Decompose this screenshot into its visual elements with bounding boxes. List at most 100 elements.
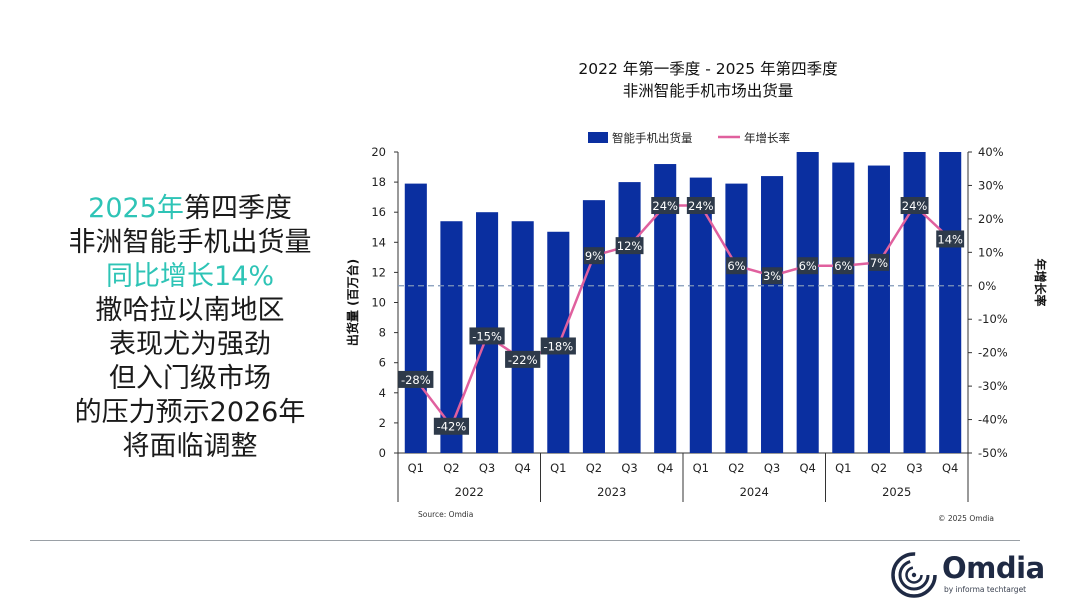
year-label: 2023	[597, 485, 626, 499]
legend-label-growth: 年增长率	[744, 131, 790, 145]
growth-label-box	[900, 197, 929, 215]
quarter-label: Q3	[764, 461, 780, 475]
growth-label-box	[615, 237, 644, 255]
right-tick-label: 10%	[978, 245, 1004, 259]
growth-label-box	[797, 257, 818, 275]
right-tick-label: 40%	[978, 145, 1004, 159]
right-tick-label: -30%	[978, 379, 1008, 393]
quarter-label: Q4	[515, 461, 531, 475]
right-tick-label: 0%	[978, 279, 996, 293]
left-tick-label: 14	[371, 235, 386, 249]
year-label: 2024	[740, 485, 769, 499]
quarter-label: Q1	[550, 461, 566, 475]
growth-label: 24%	[902, 199, 928, 213]
headline-line-5: 表现尤为强劲	[109, 329, 271, 360]
growth-label: -22%	[508, 353, 538, 367]
growth-label: 3%	[763, 269, 781, 283]
quarter-label: Q4	[657, 461, 673, 475]
growth-label: 7%	[870, 256, 888, 270]
quarter-label: Q3	[906, 461, 922, 475]
right-tick-label: 20%	[978, 212, 1004, 226]
year-label: 2025	[882, 485, 911, 499]
growth-label: -28%	[401, 373, 431, 387]
growth-label: 9%	[585, 249, 603, 263]
headline-growth: 同比增长14%	[105, 261, 274, 292]
shipment-bar	[511, 221, 534, 453]
growth-label: 6%	[834, 259, 852, 273]
quarter-label: Q4	[800, 461, 816, 475]
left-tick-label: 2	[379, 416, 386, 430]
shipment-bar	[761, 176, 784, 453]
growth-label: 24%	[688, 199, 714, 213]
shipment-bar	[796, 152, 819, 453]
brand-subtitle: by informa techtarget	[944, 585, 1027, 594]
left-tick-label: 8	[379, 326, 386, 340]
headline-line-4: 撒哈拉以南地区	[95, 295, 285, 326]
right-tick-label: -10%	[978, 312, 1008, 326]
shipment-bar	[867, 165, 890, 454]
headline-text: 2025年第四季度 非洲智能手机出货量 同比增长14% 撒哈拉以南地区 表现尤为…	[40, 192, 340, 464]
left-tick-label: 16	[371, 205, 386, 219]
right-axis-title: 年增长率	[1033, 258, 1048, 306]
headline-line-6: 但入门级市场	[109, 363, 271, 394]
source-note: Source: Omdia	[418, 510, 473, 519]
right-tick-label: -50%	[978, 446, 1008, 460]
shipment-bar	[440, 221, 463, 453]
headline-line-7: 的压力预示2026年	[74, 397, 306, 428]
growth-label-box	[833, 257, 854, 275]
omdia-swirl-icon	[891, 552, 937, 598]
growth-label: 24%	[652, 199, 678, 213]
left-tick-label: 20	[371, 145, 386, 159]
growth-label-box	[433, 417, 470, 435]
shipment-bar	[832, 162, 855, 453]
brand-name: Omdia	[942, 551, 1045, 585]
shipment-bar	[404, 183, 427, 454]
growth-label-box	[651, 197, 680, 215]
year-label: 2022	[455, 485, 484, 499]
quarter-label: Q4	[942, 461, 958, 475]
growth-label-box	[726, 257, 747, 275]
chart-title: 2022 年第一季度 - 2025 年第四季度	[578, 60, 837, 78]
growth-label-box	[761, 267, 783, 285]
headline-line-1: 2025年第四季度	[40, 192, 340, 226]
legend-label-shipments: 智能手机出货量	[612, 131, 693, 145]
left-tick-label: 6	[379, 356, 386, 370]
quarter-label: Q1	[693, 461, 709, 475]
shipment-bar	[618, 182, 641, 453]
growth-label: -42%	[437, 420, 467, 434]
quarter-label: Q3	[621, 461, 637, 475]
growth-label: 12%	[617, 239, 643, 253]
left-tick-label: 4	[379, 386, 386, 400]
shipment-bar	[582, 200, 605, 453]
growth-label-box	[583, 247, 605, 265]
growth-label-box	[398, 370, 434, 388]
quarter-label: Q2	[586, 461, 602, 475]
left-tick-label: 12	[371, 265, 386, 279]
copyright-note: © 2025 Omdia	[938, 514, 994, 523]
quarter-label: Q1	[835, 461, 851, 475]
omdia-logo: Omdia by informa techtarget	[890, 551, 1060, 599]
left-axis-title: 出货量 (百万台)	[345, 259, 360, 346]
growth-label: -18%	[543, 339, 573, 353]
headline-quarter: 第四季度	[183, 193, 292, 224]
growth-rate-line	[414, 204, 952, 428]
growth-label-box	[936, 230, 965, 248]
growth-label-box	[868, 253, 890, 271]
legend-swatch-shipments	[588, 132, 608, 143]
right-tick-label: -20%	[978, 346, 1008, 360]
shipment-bar	[689, 177, 712, 453]
growth-label: 6%	[799, 259, 817, 273]
growth-label: 14%	[937, 232, 963, 246]
left-tick-label: 10	[371, 296, 386, 310]
growth-label-box	[505, 350, 541, 368]
chart-subtitle: 非洲智能手机市场出货量	[623, 82, 794, 100]
headline-accent-year: 2025年	[88, 193, 184, 224]
right-tick-label: -40%	[978, 413, 1008, 427]
quarter-label: Q2	[443, 461, 459, 475]
right-tick-label: 30%	[978, 178, 1004, 192]
shipment-bar	[654, 164, 677, 454]
growth-label-box	[686, 197, 715, 215]
headline-line-2: 非洲智能手机出货量	[68, 227, 312, 258]
footer-divider	[30, 540, 1020, 541]
